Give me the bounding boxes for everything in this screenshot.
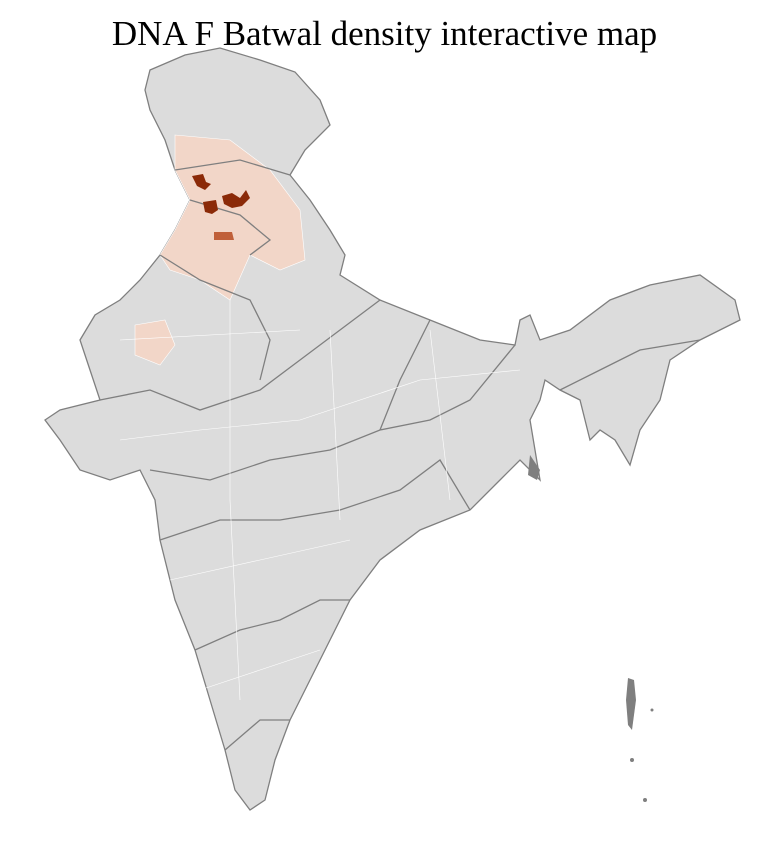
region-low-rajasthan[interactable] (134, 319, 176, 366)
district-high-2[interactable] (203, 200, 218, 214)
country-outline[interactable] (44, 47, 741, 811)
state-borders (99, 159, 701, 751)
island (650, 708, 654, 712)
sri-lanka-marker (528, 455, 540, 480)
district-high-1[interactable] (192, 174, 211, 190)
district-borders (119, 300, 521, 701)
district-high-3[interactable] (222, 190, 250, 208)
andaman-islands (626, 678, 654, 802)
island (630, 758, 634, 762)
map-title: DNA F Batwal density interactive map (111, 14, 658, 53)
island (643, 798, 647, 802)
island (626, 678, 636, 730)
district-medium-1[interactable] (214, 232, 234, 240)
